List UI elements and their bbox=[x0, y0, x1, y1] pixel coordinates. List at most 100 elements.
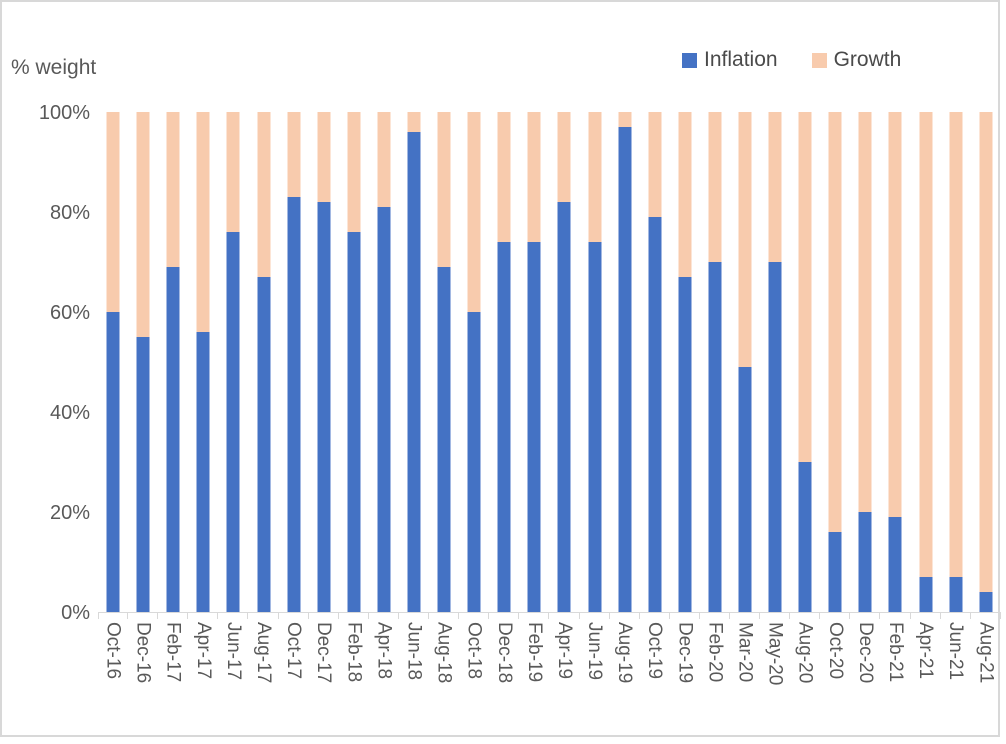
legend-item-inflation: Inflation bbox=[682, 48, 778, 72]
x-axis-tick bbox=[819, 613, 821, 619]
growth-segment bbox=[618, 112, 632, 127]
growth-segment bbox=[226, 112, 240, 232]
inflation-segment bbox=[888, 517, 902, 612]
x-axis-tick bbox=[668, 613, 670, 619]
legend-label-inflation: Inflation bbox=[704, 48, 778, 71]
y-axis-tick-label: 0% bbox=[61, 602, 90, 624]
x-axis-label: Oct-17 bbox=[283, 622, 305, 680]
stacked-bar bbox=[557, 112, 571, 612]
inflation-segment bbox=[949, 577, 963, 612]
inflation-segment bbox=[648, 217, 662, 612]
stacked-bar bbox=[588, 112, 602, 612]
stacked-bar bbox=[136, 112, 150, 612]
stacked-bar bbox=[798, 112, 812, 612]
bar-group: Feb-20 bbox=[700, 112, 730, 682]
stacked-bar bbox=[618, 112, 632, 612]
x-axis-tick bbox=[578, 613, 580, 619]
inflation-segment bbox=[527, 242, 541, 612]
stacked-bar bbox=[437, 112, 451, 612]
inflation-segment bbox=[858, 512, 872, 612]
growth-segment bbox=[979, 112, 993, 592]
legend-label-growth: Growth bbox=[833, 48, 902, 71]
bar-group: Mar-20 bbox=[730, 112, 761, 682]
x-axis-tick bbox=[849, 613, 851, 619]
x-axis-tick bbox=[247, 613, 249, 619]
growth-segment bbox=[949, 112, 963, 577]
bar-group: May-20 bbox=[760, 112, 791, 685]
x-axis-label: Apr-17 bbox=[192, 622, 214, 680]
stacked-bar bbox=[919, 112, 933, 612]
bar-group: Feb-21 bbox=[880, 112, 911, 682]
x-axis-label: Oct-16 bbox=[102, 622, 124, 680]
bar-group: Jun-18 bbox=[399, 112, 430, 680]
growth-segment bbox=[768, 112, 782, 262]
x-axis-tick bbox=[548, 613, 550, 619]
y-axis-tick-label: 100% bbox=[38, 102, 90, 124]
legend-swatch-growth bbox=[811, 52, 827, 68]
stacked-bar bbox=[467, 112, 481, 612]
bar-group: Aug-20 bbox=[790, 112, 821, 683]
inflation-segment bbox=[768, 262, 782, 612]
x-axis-tick bbox=[337, 613, 339, 619]
inflation-segment bbox=[136, 337, 150, 612]
inflation-segment bbox=[798, 462, 812, 612]
inflation-segment bbox=[678, 277, 692, 612]
growth-segment bbox=[287, 112, 301, 197]
x-axis-label: Aug-21 bbox=[975, 622, 997, 684]
inflation-segment bbox=[979, 592, 993, 612]
inflation-segment bbox=[497, 242, 511, 612]
x-axis-label: Aug-20 bbox=[794, 622, 816, 684]
x-axis-label: Jun-19 bbox=[584, 622, 606, 681]
bar-group: Aug-21 bbox=[971, 112, 1001, 683]
legend-swatch-inflation bbox=[682, 52, 697, 68]
y-axis-title: % weight bbox=[11, 56, 97, 79]
inflation-segment bbox=[557, 202, 571, 612]
x-axis-label: Dec-16 bbox=[132, 622, 154, 684]
bar-group: Oct-16 bbox=[98, 112, 129, 679]
x-axis-tick bbox=[307, 613, 309, 619]
inflation-segment bbox=[317, 202, 331, 612]
inflation-segment bbox=[377, 207, 391, 612]
stacked-bar bbox=[257, 112, 271, 612]
growth-segment bbox=[317, 112, 331, 202]
stacked-bar bbox=[196, 112, 210, 612]
bar-group: Jun-19 bbox=[580, 112, 610, 680]
stacked-bar bbox=[858, 112, 872, 612]
x-axis-tick bbox=[397, 613, 399, 619]
growth-segment bbox=[888, 112, 902, 517]
growth-segment bbox=[347, 112, 361, 232]
x-axis-label: Aug-18 bbox=[433, 622, 455, 684]
x-axis-label: Jun-21 bbox=[945, 622, 967, 681]
stacked-bar bbox=[347, 112, 361, 612]
stacked-bar bbox=[949, 112, 963, 612]
x-axis-label: Feb-17 bbox=[162, 622, 184, 683]
growth-segment bbox=[858, 112, 872, 512]
growth-segment bbox=[196, 112, 210, 332]
stacked-bar bbox=[226, 112, 240, 612]
bar-group: Dec-19 bbox=[670, 112, 700, 683]
stacked-bar bbox=[738, 112, 752, 612]
x-axis-tick bbox=[217, 613, 219, 619]
stacked-bar bbox=[497, 112, 511, 612]
bar-group: Oct-18 bbox=[459, 112, 490, 679]
x-axis-tick bbox=[367, 613, 369, 619]
stacked-bar bbox=[768, 112, 782, 612]
bar-group: Jun-21 bbox=[941, 112, 971, 680]
growth-segment bbox=[798, 112, 812, 462]
x-axis-tick bbox=[157, 613, 159, 619]
bar-group: Feb-19 bbox=[519, 112, 550, 682]
inflation-segment bbox=[588, 242, 602, 612]
bar-group: Dec-20 bbox=[850, 112, 881, 683]
growth-segment bbox=[136, 112, 150, 337]
growth-segment bbox=[557, 112, 571, 202]
bar-group: Apr-21 bbox=[911, 112, 941, 679]
bar-group: Oct-17 bbox=[279, 112, 309, 679]
inflation-segment bbox=[828, 532, 842, 612]
inflation-segment bbox=[226, 232, 240, 612]
x-axis-tick bbox=[458, 613, 460, 619]
inflation-segment bbox=[407, 132, 421, 612]
bar-group: Oct-19 bbox=[640, 112, 670, 679]
stacked-bar bbox=[527, 112, 541, 612]
x-axis-tick bbox=[488, 613, 490, 619]
